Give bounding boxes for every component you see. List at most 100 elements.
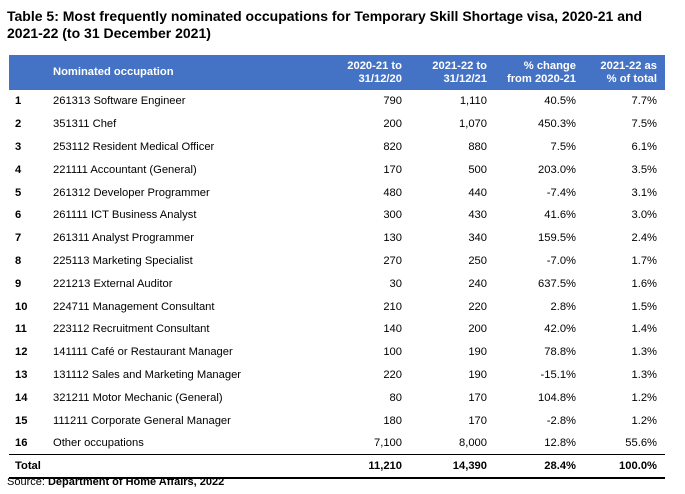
row-occupation: 221111 Accountant (General): [53, 163, 197, 176]
row-2021-22: 1,070: [459, 118, 487, 131]
total-2021-22: 14,390: [410, 454, 495, 479]
table-title: Table 5: Most frequently nominated occup…: [7, 8, 643, 41]
row-index: 3: [15, 140, 22, 153]
total-2020-21: 11,210: [315, 454, 410, 479]
row-pct-total: 7.7%: [631, 95, 658, 108]
header-2020-21: 2020-21 to 31/12/20: [315, 55, 410, 90]
row-2020-21: 7,100: [374, 437, 402, 450]
total-pct-total: 100.0%: [584, 454, 665, 479]
row-pct-total: 55.6%: [625, 437, 657, 450]
table-row: 3 253112 Resident Medical Officer 820 880 7.…: [9, 136, 665, 159]
row-pct-change: -15.1%: [540, 368, 576, 381]
row-pct-total: 1.4%: [631, 323, 658, 336]
row-2021-22: 250: [468, 254, 487, 267]
header-2021-22-line2: 31/12/21: [443, 72, 487, 85]
row-2021-22: 500: [468, 163, 487, 176]
row-pct-change: 41.6%: [544, 209, 576, 222]
total-label: Total: [9, 454, 45, 479]
header-pct-change-line1: % change: [523, 59, 576, 72]
table-header-row: Nominated occupation 2020-21 to 31/12/20 …: [9, 55, 665, 90]
row-2020-21: 30: [389, 277, 402, 290]
row-2020-21: 270: [383, 254, 402, 267]
row-index: 14: [15, 391, 28, 404]
row-pct-change: -2.8%: [546, 414, 576, 427]
header-index: [9, 55, 45, 90]
row-2020-21: 180: [383, 414, 402, 427]
row-2020-21: 100: [383, 346, 402, 359]
row-index: 11: [15, 323, 27, 336]
header-pct-change-line2: from 2020-21: [506, 72, 576, 85]
row-index: 9: [15, 277, 22, 290]
row-2020-21: 220: [383, 368, 402, 381]
table-row: 12 141111 Café or Restaurant Manager 100 19…: [9, 341, 665, 364]
row-index: 6: [15, 209, 22, 222]
source-note: Source: Department of Home Affairs, 2022: [7, 476, 224, 488]
row-2021-22: 200: [468, 323, 487, 336]
row-2021-22: 170: [468, 391, 487, 404]
row-pct-change: 78.8%: [544, 346, 576, 359]
row-index: 13: [15, 368, 28, 381]
row-2021-22: 880: [468, 140, 487, 153]
header-2021-22-line1: 2021-22 to: [432, 59, 487, 72]
table-row: 9 221213 External Auditor 30 240 637.5% 1.6%: [9, 272, 665, 295]
row-occupation: 261313 Software Engineer: [53, 95, 186, 108]
header-pct-change: % change from 2020-21: [495, 55, 584, 90]
row-occupation: 261111 ICT Business Analyst: [53, 209, 197, 222]
row-occupation: 261312 Developer Programmer: [53, 186, 210, 199]
row-occupation: 223112 Recruitment Consultant: [53, 323, 210, 336]
table-row: 10 224711 Management Consultant 210 220 2.8%…: [9, 295, 665, 318]
row-pct-change: 104.8%: [538, 391, 576, 404]
table-row: 7 261311 Analyst Programmer 130 340 159.5% 2.…: [9, 227, 665, 250]
row-pct-total: 3.5%: [631, 163, 658, 176]
row-2021-22: 190: [468, 368, 487, 381]
row-2021-22: 1,110: [459, 95, 487, 108]
row-2021-22: 220: [468, 300, 487, 313]
row-occupation: 321211 Motor Mechanic (General): [53, 391, 223, 404]
row-2020-21: 820: [383, 140, 402, 153]
header-2020-21-line2: 31/12/20: [358, 72, 402, 85]
row-pct-change: 203.0%: [538, 163, 576, 176]
header-pct-total: 2021-22 as% of total: [584, 55, 665, 90]
row-pct-total: 1.3%: [631, 346, 658, 359]
row-pct-total: 1.7%: [631, 254, 658, 267]
total-row: Total 11,210 14,390 28.4% 100.0%: [9, 454, 665, 479]
table-row: 2 351311 Chef 200 1,070 450.3% 7.5%: [9, 113, 665, 136]
table-row: 15 111211 Corporate General Manager 180 170…: [9, 409, 665, 432]
table-row: 13 131112 Sales and Marketing Manager 220 1…: [9, 364, 665, 387]
row-index: 8: [15, 254, 22, 267]
row-2020-21: 200: [383, 118, 402, 131]
row-2021-22: 430: [468, 209, 487, 222]
row-pct-change: 40.5%: [544, 95, 576, 108]
row-pct-change: 637.5%: [538, 277, 576, 290]
source-prefix: Source:: [7, 476, 45, 488]
row-pct-total: 3.1%: [631, 186, 658, 199]
header-2021-22: 2021-22 to 31/12/21: [410, 55, 495, 90]
table-row: 11 223112 Recruitment Consultant 140 200 42.…: [9, 318, 665, 341]
header-pct-total-line1: 2021-22 as: [600, 59, 657, 72]
table-row: 16 Other occupations 7,100 8,000 12.8% 55.6%: [9, 432, 665, 455]
row-pct-change: 159.5%: [538, 232, 576, 245]
table-row: 4 221111 Accountant (General) 170 500 203.0%…: [9, 158, 665, 181]
table-row: 14 321211 Motor Mechanic (General) 80 170 10…: [9, 386, 665, 409]
row-occupation: 111211 Corporate General Manager: [53, 414, 231, 427]
row-index: 12: [15, 346, 28, 359]
row-2020-21: 130: [383, 232, 402, 245]
row-occupation: 131112 Sales and Marketing Manager: [53, 368, 242, 381]
row-pct-total: 1.2%: [631, 391, 658, 404]
header-occupation: Nominated occupation: [53, 66, 174, 78]
row-pct-total: 7.5%: [631, 118, 658, 131]
table-row: 5 261312 Developer Programmer 480 440 -7.4% 3…: [9, 181, 665, 204]
row-pct-total: 1.5%: [631, 300, 658, 313]
row-2021-22: 440: [468, 186, 487, 199]
row-occupation: 141111 Café or Restaurant Manager: [53, 346, 233, 359]
row-occupation: Other occupations: [53, 437, 144, 450]
row-pct-change: 12.8%: [544, 437, 576, 450]
row-pct-total: 1.3%: [631, 368, 658, 381]
row-occupation: 221213 External Auditor: [53, 277, 173, 290]
row-occupation: 351311 Chef: [53, 118, 117, 131]
row-pct-total: 3.0%: [631, 209, 658, 222]
row-occupation: 224711 Management Consultant: [53, 300, 215, 313]
row-2020-21: 480: [383, 186, 402, 199]
row-occupation: 225113 Marketing Specialist: [53, 254, 193, 267]
row-index: 4: [15, 163, 22, 176]
